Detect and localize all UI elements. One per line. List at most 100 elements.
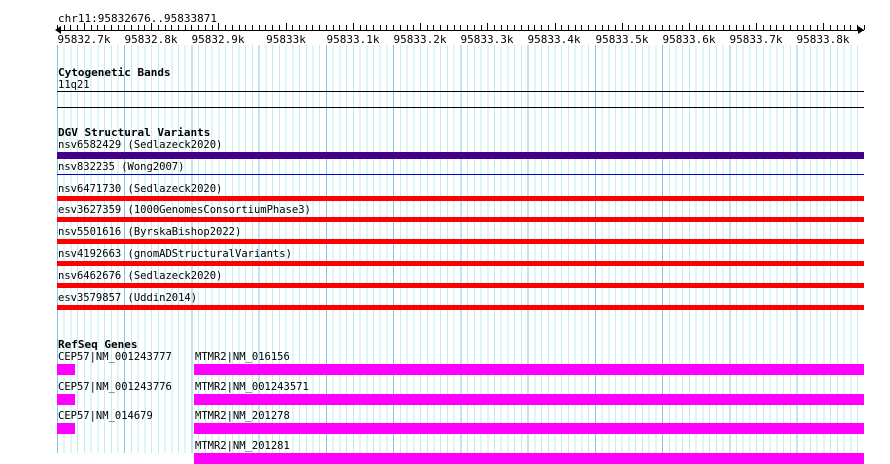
dgv-variant-bar[interactable] — [57, 304, 864, 310]
ruler-tick-minor — [212, 25, 213, 30]
ruler-tick-minor — [864, 25, 865, 30]
ruler-tick-minor — [548, 25, 549, 30]
refseq-gene-bar[interactable] — [57, 364, 75, 375]
dgv-variant-bar[interactable] — [57, 239, 864, 245]
dgv-variant-bar[interactable] — [57, 195, 864, 201]
ruler-tick-minor — [514, 25, 515, 30]
ruler-tick-minor — [803, 25, 804, 30]
refseq-gene-label[interactable]: CEP57|NM_014679 — [58, 410, 153, 422]
ruler-tick-minor — [857, 25, 858, 30]
refseq-gene-label[interactable]: MTMR2|NM_001243571 — [195, 380, 309, 393]
ruler-tick-major — [151, 23, 152, 30]
dgv-variant-label[interactable]: esv3627359 (1000GenomesConsortiumPhase3) — [58, 204, 311, 217]
dgv-variant-label[interactable]: nsv6471730 (Sedlazeck2020) — [58, 182, 223, 195]
ruler-tick-minor — [770, 25, 771, 30]
ruler-tick-minor — [373, 25, 374, 30]
axis-line — [57, 30, 864, 31]
ruler-tick-minor — [272, 25, 273, 30]
ruler-tick-minor — [380, 25, 381, 30]
dgv-variant-bar[interactable] — [57, 152, 864, 159]
ruler-tick-minor — [723, 25, 724, 30]
dgv-variant-bar[interactable] — [57, 217, 864, 223]
ruler-tick-minor — [696, 25, 697, 30]
refseq-gene-bar[interactable] — [194, 452, 864, 464]
dgv-variant-label[interactable]: nsv5501616 (ByrskaBishop2022) — [58, 226, 242, 239]
ruler-tick-label: 95833k — [266, 33, 306, 46]
ruler-tick-minor — [528, 25, 529, 30]
ruler-tick-major — [420, 23, 421, 30]
ruler-tick-minor — [225, 25, 226, 30]
refseq-gene-bar[interactable] — [57, 423, 75, 434]
ruler-tick-minor — [749, 25, 750, 30]
dgv-variant-bar[interactable] — [57, 261, 864, 266]
axis-arrow-left-icon — [55, 26, 61, 34]
ruler-tick-minor — [581, 25, 582, 30]
ruler-tick-minor — [830, 25, 831, 30]
dgv-variant-bar[interactable] — [57, 173, 864, 176]
ruler-tick-label: 95832.9k — [191, 33, 245, 46]
refseq-gene-bar[interactable] — [194, 423, 864, 434]
ruler-tick-minor — [635, 25, 636, 30]
ruler-tick-minor — [682, 25, 683, 30]
dgv-variant-label[interactable]: nsv4192663 (gnomADStructuralVariants) — [58, 248, 292, 260]
ruler-tick-minor — [662, 25, 663, 30]
ruler-tick-minor — [494, 25, 495, 30]
ruler-tick-minor — [239, 25, 240, 30]
ruler-tick-minor — [158, 25, 159, 30]
ruler-tick-major — [487, 23, 488, 30]
ruler-tick-label: 95832.7k — [57, 33, 111, 46]
ruler-tick-minor — [702, 25, 703, 30]
refseq-gene-label[interactable]: MTMR2|NM_201278 — [195, 410, 290, 422]
ruler-tick-minor — [649, 25, 650, 30]
ruler-tick-major — [218, 23, 219, 30]
refseq-gene-label[interactable]: MTMR2|NM_016156 — [195, 351, 290, 363]
ruler-tick-minor — [729, 25, 730, 30]
ruler-tick-minor — [608, 25, 609, 30]
ruler-tick-minor — [400, 25, 401, 30]
ruler-tick-minor — [615, 25, 616, 30]
ruler-tick-minor — [205, 25, 206, 30]
ruler-tick-minor — [279, 25, 280, 30]
ruler-tick-minor — [709, 25, 710, 30]
dgv-variant-label[interactable]: nsv832235 (Wong2007) — [58, 160, 185, 173]
refseq-gene-label[interactable]: CEP57|NM_001243776 — [58, 380, 172, 393]
refseq-gene-label[interactable]: MTMR2|NM_201281 — [195, 439, 290, 452]
ruler-tick-label: 95833.5k — [595, 33, 649, 46]
refseq-gene-label[interactable]: CEP57|NM_001243777 — [58, 351, 172, 363]
ruler-tick-minor — [104, 25, 105, 30]
ruler-tick-minor — [312, 25, 313, 30]
ruler-tick-minor — [541, 25, 542, 30]
ruler-tick-label: 95832.8k — [124, 33, 178, 46]
ruler-tick-label: 95833.6k — [662, 33, 716, 46]
ruler-tick-minor — [776, 25, 777, 30]
refseq-gene-bar[interactable] — [194, 393, 864, 405]
dgv-variant-label[interactable]: nsv6462676 (Sedlazeck2020) — [58, 269, 223, 282]
ruler-tick-major — [756, 23, 757, 30]
ruler-tick-minor — [171, 25, 172, 30]
refseq-gene-bar[interactable] — [57, 393, 75, 405]
ruler-tick-minor — [521, 25, 522, 30]
ruler-tick-minor — [111, 25, 112, 30]
cytoband-line-lower — [57, 107, 864, 108]
dgv-variant-label[interactable]: esv3579857 (Uddin2014) — [58, 291, 198, 304]
refseq-gene-bar[interactable] — [194, 364, 864, 375]
ruler-tick-minor — [144, 25, 145, 30]
ruler-tick-minor — [97, 25, 98, 30]
ruler-tick-major — [286, 23, 287, 30]
axis-arrow-right-icon — [858, 26, 864, 34]
ruler-tick-minor — [844, 25, 845, 30]
ruler-tick-minor — [299, 25, 300, 30]
dgv-variant-bar[interactable] — [57, 282, 864, 288]
ruler-tick-minor — [602, 25, 603, 30]
ruler-tick-minor — [568, 25, 569, 30]
ruler-tick-minor — [333, 25, 334, 30]
coordinate-ruler[interactable]: chr11:95832676..95833871 95832.7k 95832.8… — [0, 0, 890, 46]
section-title-refseq-genes: RefSeq Genes — [58, 338, 138, 351]
ruler-tick-minor — [178, 25, 179, 30]
ruler-tick-minor — [124, 25, 125, 30]
ruler-tick-major — [353, 23, 354, 30]
dgv-variant-label[interactable]: nsv6582429 (Sedlazeck2020) — [58, 139, 223, 151]
ruler-tick-minor — [57, 25, 58, 30]
ruler-tick-minor — [736, 25, 737, 30]
ruler-tick-minor — [407, 25, 408, 30]
